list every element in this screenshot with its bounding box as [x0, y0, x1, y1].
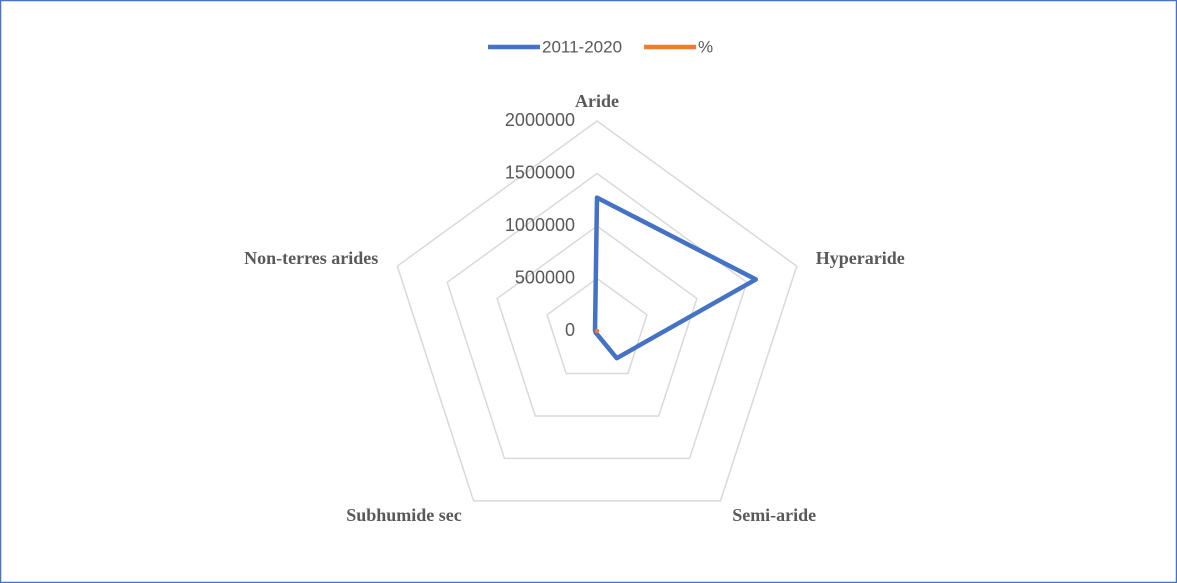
category-label: Hyperaride [816, 248, 905, 268]
r-tick-label: 2000000 [505, 110, 575, 130]
category-label: Non-terres arides [244, 248, 378, 268]
r-tick-label: 500000 [515, 267, 575, 287]
r-tick-label: 1500000 [505, 162, 575, 182]
category-label: Subhumide sec [346, 505, 462, 525]
category-label: Aride [575, 91, 619, 111]
category-label: Semi-aride [732, 505, 816, 525]
grid-ring [496, 225, 698, 417]
series-line [592, 195, 759, 361]
r-tick-label: 1000000 [505, 215, 575, 235]
legend-label: 2011-2020 [542, 37, 622, 56]
legend-label: % [698, 37, 713, 56]
grid-ring [546, 277, 648, 375]
r-tick-label: 0 [565, 320, 575, 340]
grid-ring [396, 120, 798, 502]
